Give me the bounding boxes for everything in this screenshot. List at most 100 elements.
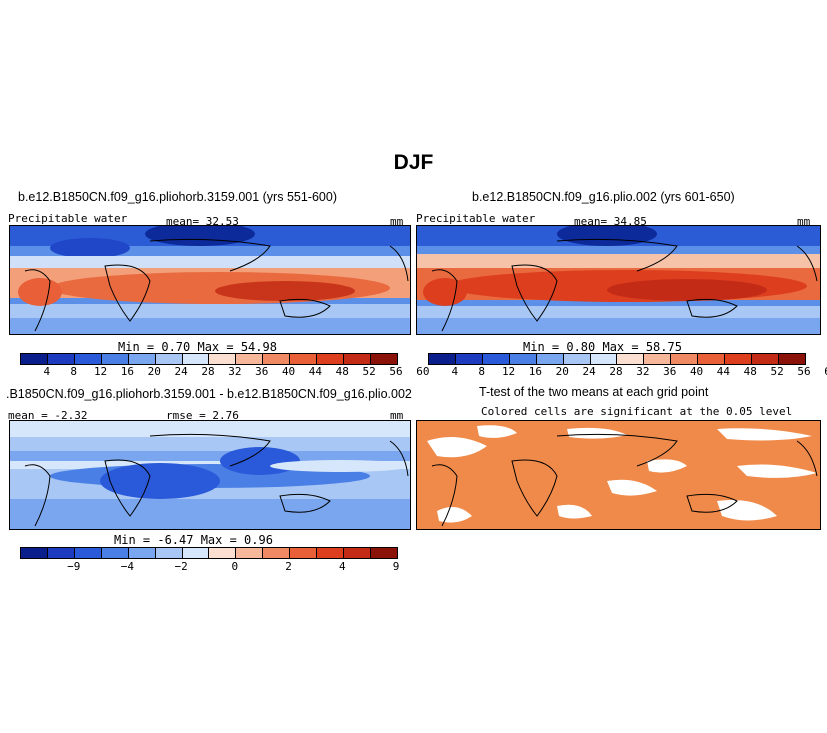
panel1-colorbar-swatch — [236, 354, 264, 364]
panel2-colorbar-tick-label: 12 — [501, 365, 516, 378]
panel3-colorbar-swatch — [47, 548, 75, 558]
panel3-colorbar-swatch — [101, 548, 129, 558]
panel3-title: .B1850CN.f09_g16.pliohorb.3159.001 - b.e… — [6, 387, 412, 401]
panel1-colorbar-swatch — [209, 354, 237, 364]
panel1-colorbar-tick-label: 60 — [416, 365, 430, 378]
panel3-colorbar-tick-label: −9 — [67, 560, 81, 573]
panel1-colorbar-swatch — [370, 354, 397, 364]
panel2-colorbar-tick-label: 48 — [743, 365, 757, 378]
panel3-colorbar-swatch — [290, 548, 318, 558]
panel3-colorbar-swatch — [21, 548, 48, 558]
panel1-colorbar-tick-label: 32 — [228, 365, 242, 378]
panel2-colorbar-swatch — [536, 354, 564, 364]
panel1-colorbar-tick-label: 12 — [93, 365, 108, 378]
panel1-colorbar-swatch — [155, 354, 183, 364]
panel2-colorbar-swatch — [455, 354, 483, 364]
panel2-colorbar-swatch — [752, 354, 779, 364]
panel2-colorbar-swatch — [644, 354, 672, 364]
panel2-colorbar-tick-label: 16 — [528, 365, 543, 378]
panel1-colorbar-swatch — [182, 354, 210, 364]
panel3-minmax: Min = -6.47 Max = 0.96 — [114, 533, 273, 547]
panel2-colorbar-tick-label: 28 — [609, 365, 623, 378]
panel2-colorbar-tick-label: 24 — [582, 365, 596, 378]
panel3-rmse-label: rmse = 2.76 — [166, 409, 239, 422]
panel2-mean-label: mean= 34.85 — [574, 215, 647, 228]
panel1-colorbar-tick-label: 20 — [147, 365, 161, 378]
panel1-colorbar-swatch — [290, 354, 318, 364]
panel1-colorbar-swatch — [74, 354, 102, 364]
panel1-colorbar-tick-label: 24 — [174, 365, 188, 378]
panel3-colorbar-ticks: −9 −4 −2 0 2 4 9 — [20, 560, 399, 573]
panel1-colorbar-tick-label: 40 — [281, 365, 296, 378]
panel2-colorbar-swatch — [590, 354, 618, 364]
panel1-title: b.e12.B1850CN.f09_g16.pliohorb.3159.001 … — [18, 190, 337, 204]
panel1-colorbar-tick-label: 16 — [120, 365, 135, 378]
panel3-colorbar-swatch — [236, 548, 264, 558]
panel2-colorbar-swatch — [778, 354, 805, 364]
panel3-map — [9, 420, 411, 530]
panel2-colorbar-tick-label: 20 — [555, 365, 569, 378]
panel1-map — [9, 225, 411, 335]
panel3-colorbar-tick-label: −2 — [174, 560, 188, 573]
panel4-map — [416, 420, 821, 530]
panel3-colorbar-swatch — [317, 548, 345, 558]
panel3-colorbar-tick-label: 0 — [231, 560, 239, 573]
panel2-colorbar-swatch — [725, 354, 753, 364]
panel2-colorbar-tick-label: 8 — [478, 365, 486, 378]
panel1-colorbar-tick-label: 56 — [389, 365, 403, 378]
panel3-mean-label: mean = -2.32 — [8, 409, 88, 422]
panel1-colorbar — [20, 353, 398, 365]
panel1-units-label: mm — [390, 215, 404, 228]
panel1-colorbar-ticks: 4 8 12 16 20 24 28 32 36 40 44 48 52 56 60 — [20, 365, 430, 378]
panel4-subtitle: Colored cells are significant at the 0.0… — [481, 405, 793, 418]
panel1-colorbar-tick-label: 8 — [70, 365, 78, 378]
panel2-colorbar-tick-label: 40 — [689, 365, 704, 378]
panel1-colorbar-tick-label: 4 — [43, 365, 51, 378]
panel1-colorbar-swatch — [128, 354, 156, 364]
panel1-colorbar-tick-label: 44 — [308, 365, 323, 378]
panel2-colorbar-tick-label: 4 — [451, 365, 459, 378]
panel2-colorbar-tick-label: 52 — [770, 365, 784, 378]
panel2-variable-label: Precipitable water — [416, 212, 536, 225]
panel1-mean-label: mean= 32.53 — [166, 215, 239, 228]
panel2-minmax: Min = 0.80 Max = 58.75 — [523, 340, 682, 354]
panel1-variable-label: Precipitable water — [8, 212, 128, 225]
panel3-colorbar-swatch — [128, 548, 156, 558]
panel1-colorbar-swatch — [101, 354, 129, 364]
panel1-colorbar-tick-label: 48 — [335, 365, 349, 378]
panel1-colorbar-tick-label: 36 — [255, 365, 269, 378]
panel2-colorbar-swatch — [617, 354, 645, 364]
panel2-colorbar-tick-label: 44 — [716, 365, 731, 378]
panel2-map — [416, 225, 821, 335]
panel3-colorbar-tick-label: 2 — [285, 560, 292, 573]
panel1-colorbar-swatch — [47, 354, 75, 364]
panel3-units-label: mm — [390, 409, 404, 422]
panel3-colorbar-swatch — [182, 548, 210, 558]
panel1-colorbar-swatch — [344, 354, 371, 364]
panel3-colorbar-swatch — [370, 548, 397, 558]
panel2-colorbar-tick-label: 32 — [636, 365, 650, 378]
panel3-colorbar-swatch — [263, 548, 291, 558]
panel2-colorbar-swatch — [482, 354, 510, 364]
panel3-colorbar-tick-label: 4 — [338, 560, 346, 573]
panel1-colorbar-tick-label: 28 — [201, 365, 215, 378]
panel1-colorbar-swatch — [263, 354, 291, 364]
panel1-minmax: Min = 0.70 Max = 54.98 — [118, 340, 277, 354]
panel3-colorbar-swatch — [344, 548, 371, 558]
panel2-colorbar-tick-label: 60 — [824, 365, 827, 378]
panel2-colorbar — [428, 353, 806, 365]
panel2-units-label: mm — [797, 215, 811, 228]
panel2-colorbar-tick-label: 56 — [797, 365, 811, 378]
panel2-colorbar-swatch — [563, 354, 591, 364]
panel4-title: T-test of the two means at each grid poi… — [479, 385, 709, 399]
panel2-colorbar-swatch — [698, 354, 726, 364]
panel1-colorbar-swatch — [21, 354, 48, 364]
panel2-colorbar-swatch — [509, 354, 537, 364]
panel3-colorbar — [20, 547, 398, 559]
panel2-colorbar-swatch — [671, 354, 699, 364]
panel3-colorbar-swatch — [74, 548, 102, 558]
panel3-colorbar-tick-label: −4 — [120, 560, 135, 573]
panel1-colorbar-tick-label: 52 — [362, 365, 376, 378]
panel2-colorbar-swatch — [429, 354, 456, 364]
